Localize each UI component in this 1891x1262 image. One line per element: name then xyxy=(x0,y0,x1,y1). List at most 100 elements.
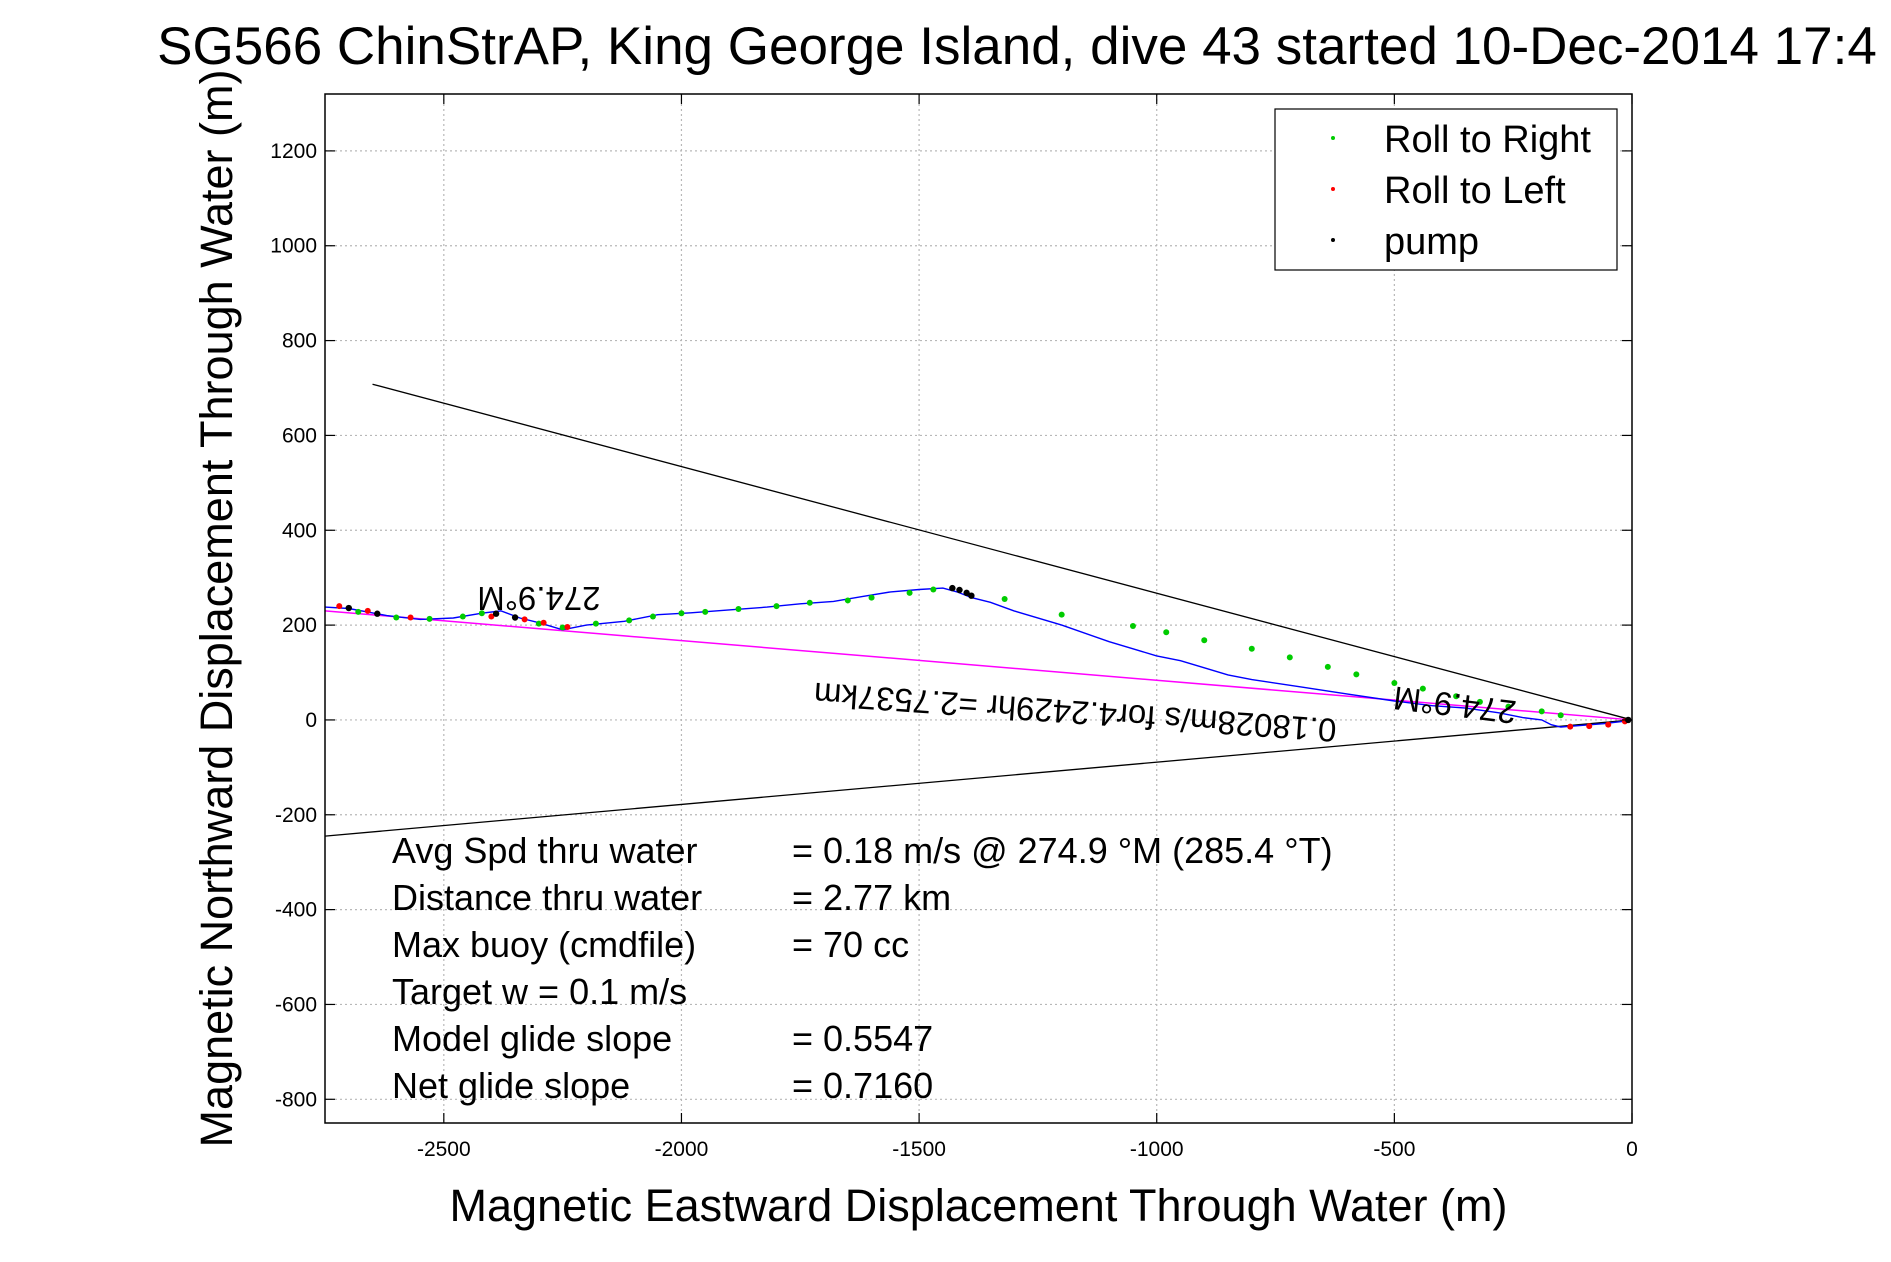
roll-right-point xyxy=(1163,629,1170,636)
pump-point xyxy=(492,610,500,617)
x-tick-label: -2000 xyxy=(655,1138,709,1161)
y-tick-label: 800 xyxy=(282,330,317,353)
x-tick-label: -1000 xyxy=(1130,1138,1184,1161)
glider-track-line xyxy=(324,587,1633,728)
annotation-distance-label: Distance thru water xyxy=(392,877,702,918)
roll-left-point xyxy=(407,614,414,621)
annotation-model-glide-label: Model glide slope xyxy=(392,1018,672,1059)
roll-right-point xyxy=(1129,623,1136,630)
legend: Roll to Right Roll to Left pump xyxy=(1274,108,1618,271)
x-tick-label: -500 xyxy=(1373,1138,1415,1161)
roll-left-point xyxy=(1605,721,1612,728)
annotation-max-buoy-value: = 70 cc xyxy=(792,924,909,965)
legend-marker-pump xyxy=(1331,238,1335,242)
annotation-avg-speed-label: Avg Spd thru water xyxy=(392,830,698,871)
roll-left-point xyxy=(521,616,528,623)
x-tick-label: -1500 xyxy=(892,1138,946,1161)
roll-right-point xyxy=(649,613,656,620)
roll-right-point xyxy=(906,589,913,596)
pump-point xyxy=(956,586,963,594)
roll-right-point xyxy=(1324,663,1331,670)
roll-left-point xyxy=(540,619,547,626)
annotation-max-buoy-label: Max buoy (cmdfile) xyxy=(392,924,696,965)
roll-left-point xyxy=(1567,723,1574,730)
y-tick-label: -200 xyxy=(275,804,317,827)
legend-label-roll-left: Roll to Left xyxy=(1384,170,1566,212)
roll-right-point xyxy=(1001,596,1008,603)
annotation-net-glide-label: Net glide slope xyxy=(392,1065,630,1106)
y-axis-ticks: -800 -600 -400 -200 0 200 400 600 800 1000 1200 xyxy=(270,140,1632,1111)
y-tick-label: 600 xyxy=(282,424,317,447)
roll-right-point xyxy=(1419,685,1426,692)
roll-right-point xyxy=(1538,708,1545,715)
roll-right-point xyxy=(355,608,362,615)
roll-right-point xyxy=(592,620,599,627)
roll-left-point xyxy=(336,603,343,610)
roll-right-point xyxy=(930,586,937,593)
roll-right-point xyxy=(1557,712,1564,719)
curve-label: 0.18028m/s for4.2429hr =2.7537km xyxy=(813,676,1338,749)
roll-right-point xyxy=(1476,698,1483,705)
roll-right-point xyxy=(459,613,466,620)
roll-right-point xyxy=(1201,637,1208,644)
roll-right-point xyxy=(868,594,875,601)
legend-marker-roll-right xyxy=(1331,136,1335,140)
envelope-lower-line xyxy=(324,719,1633,837)
y-tick-label: 1000 xyxy=(270,235,317,258)
envelope-lines xyxy=(324,383,1633,837)
roll-right-point xyxy=(1505,703,1512,710)
roll-left-point xyxy=(364,607,371,614)
roll-right-point xyxy=(1248,645,1255,652)
roll-left-point xyxy=(488,613,495,620)
dive-summary-annotations: Avg Spd thru water = 0.18 m/s @ 274.9 °M… xyxy=(392,830,1333,1106)
pump-point xyxy=(511,614,519,621)
x-axis-ticks: -2500 -2000 -1500 -1000 -500 0 xyxy=(417,94,1638,1161)
y-tick-label: -800 xyxy=(275,1088,317,1111)
heading-line xyxy=(324,610,1633,721)
roll-right-point xyxy=(1058,611,1065,618)
legend-marker-roll-left xyxy=(1331,187,1335,191)
annotation-distance-value: = 2.77 km xyxy=(792,877,951,918)
legend-label-pump: pump xyxy=(1384,221,1479,263)
roll-right-point xyxy=(626,617,633,624)
pump-point xyxy=(949,584,956,592)
roll-right-point xyxy=(678,610,685,617)
roll-right-point xyxy=(393,614,400,621)
roll-right-point xyxy=(559,624,566,631)
annotation-net-glide-value: = 0.7160 xyxy=(792,1065,933,1106)
x-tick-label: -2500 xyxy=(417,1138,471,1161)
pump-point xyxy=(345,604,352,612)
y-axis-title: Magnetic Northward Displacement Through … xyxy=(191,70,242,1148)
pump-point xyxy=(374,610,381,617)
heading-line-layer xyxy=(324,610,1633,721)
envelope-upper-line xyxy=(372,383,1633,721)
roll-right-point xyxy=(702,608,709,615)
annotation-target-w-label: Target w = 0.1 m/s xyxy=(392,971,687,1012)
x-tick-label: 0 xyxy=(1626,1138,1638,1161)
roll-left-point xyxy=(564,623,571,630)
roll-and-pump-points xyxy=(336,584,1632,730)
y-tick-label: 200 xyxy=(282,614,317,637)
x-axis-title: Magnetic Eastward Displacement Through W… xyxy=(450,1180,1508,1231)
y-tick-label: 1200 xyxy=(270,140,317,163)
roll-right-point xyxy=(1286,654,1293,661)
roll-left-point xyxy=(1586,723,1593,730)
plot-frame xyxy=(324,93,1633,1124)
roll-right-point xyxy=(1453,693,1460,700)
y-tick-label: -600 xyxy=(275,993,317,1016)
roll-right-point xyxy=(426,615,433,622)
y-tick-label: -400 xyxy=(275,899,317,922)
y-tick-label: 400 xyxy=(282,519,317,542)
roll-right-point xyxy=(478,610,485,617)
roll-right-point xyxy=(773,603,780,610)
track-layer xyxy=(324,587,1633,728)
annotation-avg-speed-value: = 0.18 m/s @ 274.9 °M (285.4 °T) xyxy=(792,830,1333,871)
curve-label: 274.9°M xyxy=(1391,679,1518,731)
annotation-model-glide-value: = 0.5547 xyxy=(792,1018,933,1059)
pump-point xyxy=(963,589,970,597)
roll-right-point xyxy=(535,620,542,627)
roll-right-point xyxy=(735,605,742,612)
roll-right-point xyxy=(1353,671,1360,678)
roll-right-point xyxy=(806,599,813,606)
